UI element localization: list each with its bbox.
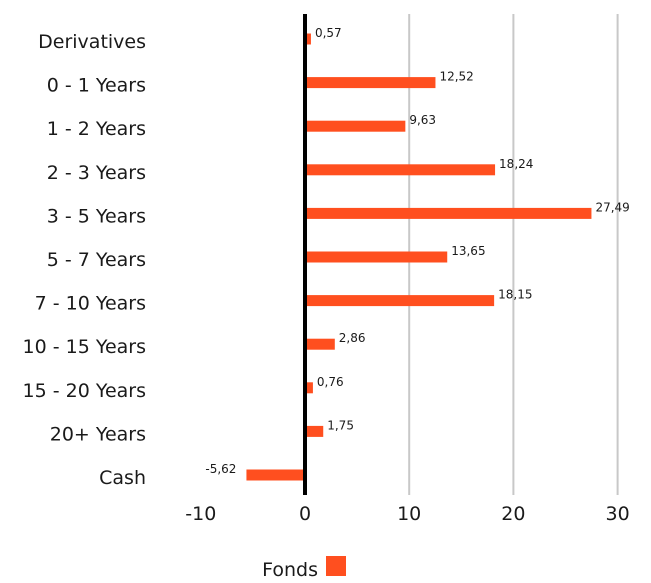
bar-3 xyxy=(305,164,496,176)
legend-swatch-fonds xyxy=(326,556,346,576)
value-labels: 0,57 12,52 9,63 18,24 27,49 13,65 18,15 2,86 0,7… xyxy=(205,26,629,476)
value-label: 9,63 xyxy=(409,113,436,127)
value-label: 27,49 xyxy=(595,200,629,214)
legend: Fonds xyxy=(262,556,346,581)
category-label: 7 - 10 Years xyxy=(35,293,146,315)
category-label: 0 - 1 Years xyxy=(47,75,146,97)
bar-10 xyxy=(246,469,305,481)
bars xyxy=(246,33,592,481)
category-label: 5 - 7 Years xyxy=(47,249,146,271)
category-labels: Derivatives 0 - 1 Years 1 - 2 Years 2 - 3 Y… xyxy=(23,31,146,489)
value-label: 2,86 xyxy=(339,331,366,345)
x-tick-label: 30 xyxy=(606,503,630,525)
value-label: 1,75 xyxy=(327,418,354,432)
value-label: 0,57 xyxy=(315,26,342,40)
category-label: 10 - 15 Years xyxy=(23,336,146,358)
value-label: 0,76 xyxy=(317,375,344,389)
value-label: 12,52 xyxy=(439,70,473,84)
bar-1 xyxy=(305,77,436,89)
x-tick-label: 20 xyxy=(501,503,525,525)
category-label: 20+ Years xyxy=(50,423,146,445)
bar-5 xyxy=(305,251,448,263)
x-tick-label: -10 xyxy=(185,503,216,525)
category-label: Derivatives xyxy=(38,31,146,53)
value-label: 18,15 xyxy=(498,288,532,302)
category-label: Cash xyxy=(99,467,146,489)
x-tick-labels: -10 0 10 20 30 xyxy=(185,503,629,525)
bar-6 xyxy=(305,295,495,307)
legend-label-fonds: Fonds xyxy=(262,559,318,581)
value-label: 13,65 xyxy=(451,244,485,258)
x-tick-label: 10 xyxy=(397,503,421,525)
bar-2 xyxy=(305,120,406,132)
category-label: 15 - 20 Years xyxy=(23,380,146,402)
value-label: -5,62 xyxy=(205,462,236,476)
bar-8 xyxy=(305,382,313,394)
category-label: 3 - 5 Years xyxy=(47,205,146,227)
x-tick-label: 0 xyxy=(299,503,311,525)
bar-4 xyxy=(305,207,592,219)
category-label: 2 - 3 Years xyxy=(47,162,146,184)
value-label: 18,24 xyxy=(499,157,533,171)
bar-7 xyxy=(305,338,335,350)
bar-9 xyxy=(305,425,324,437)
bar-0 xyxy=(305,33,311,45)
category-label: 1 - 2 Years xyxy=(47,118,146,140)
